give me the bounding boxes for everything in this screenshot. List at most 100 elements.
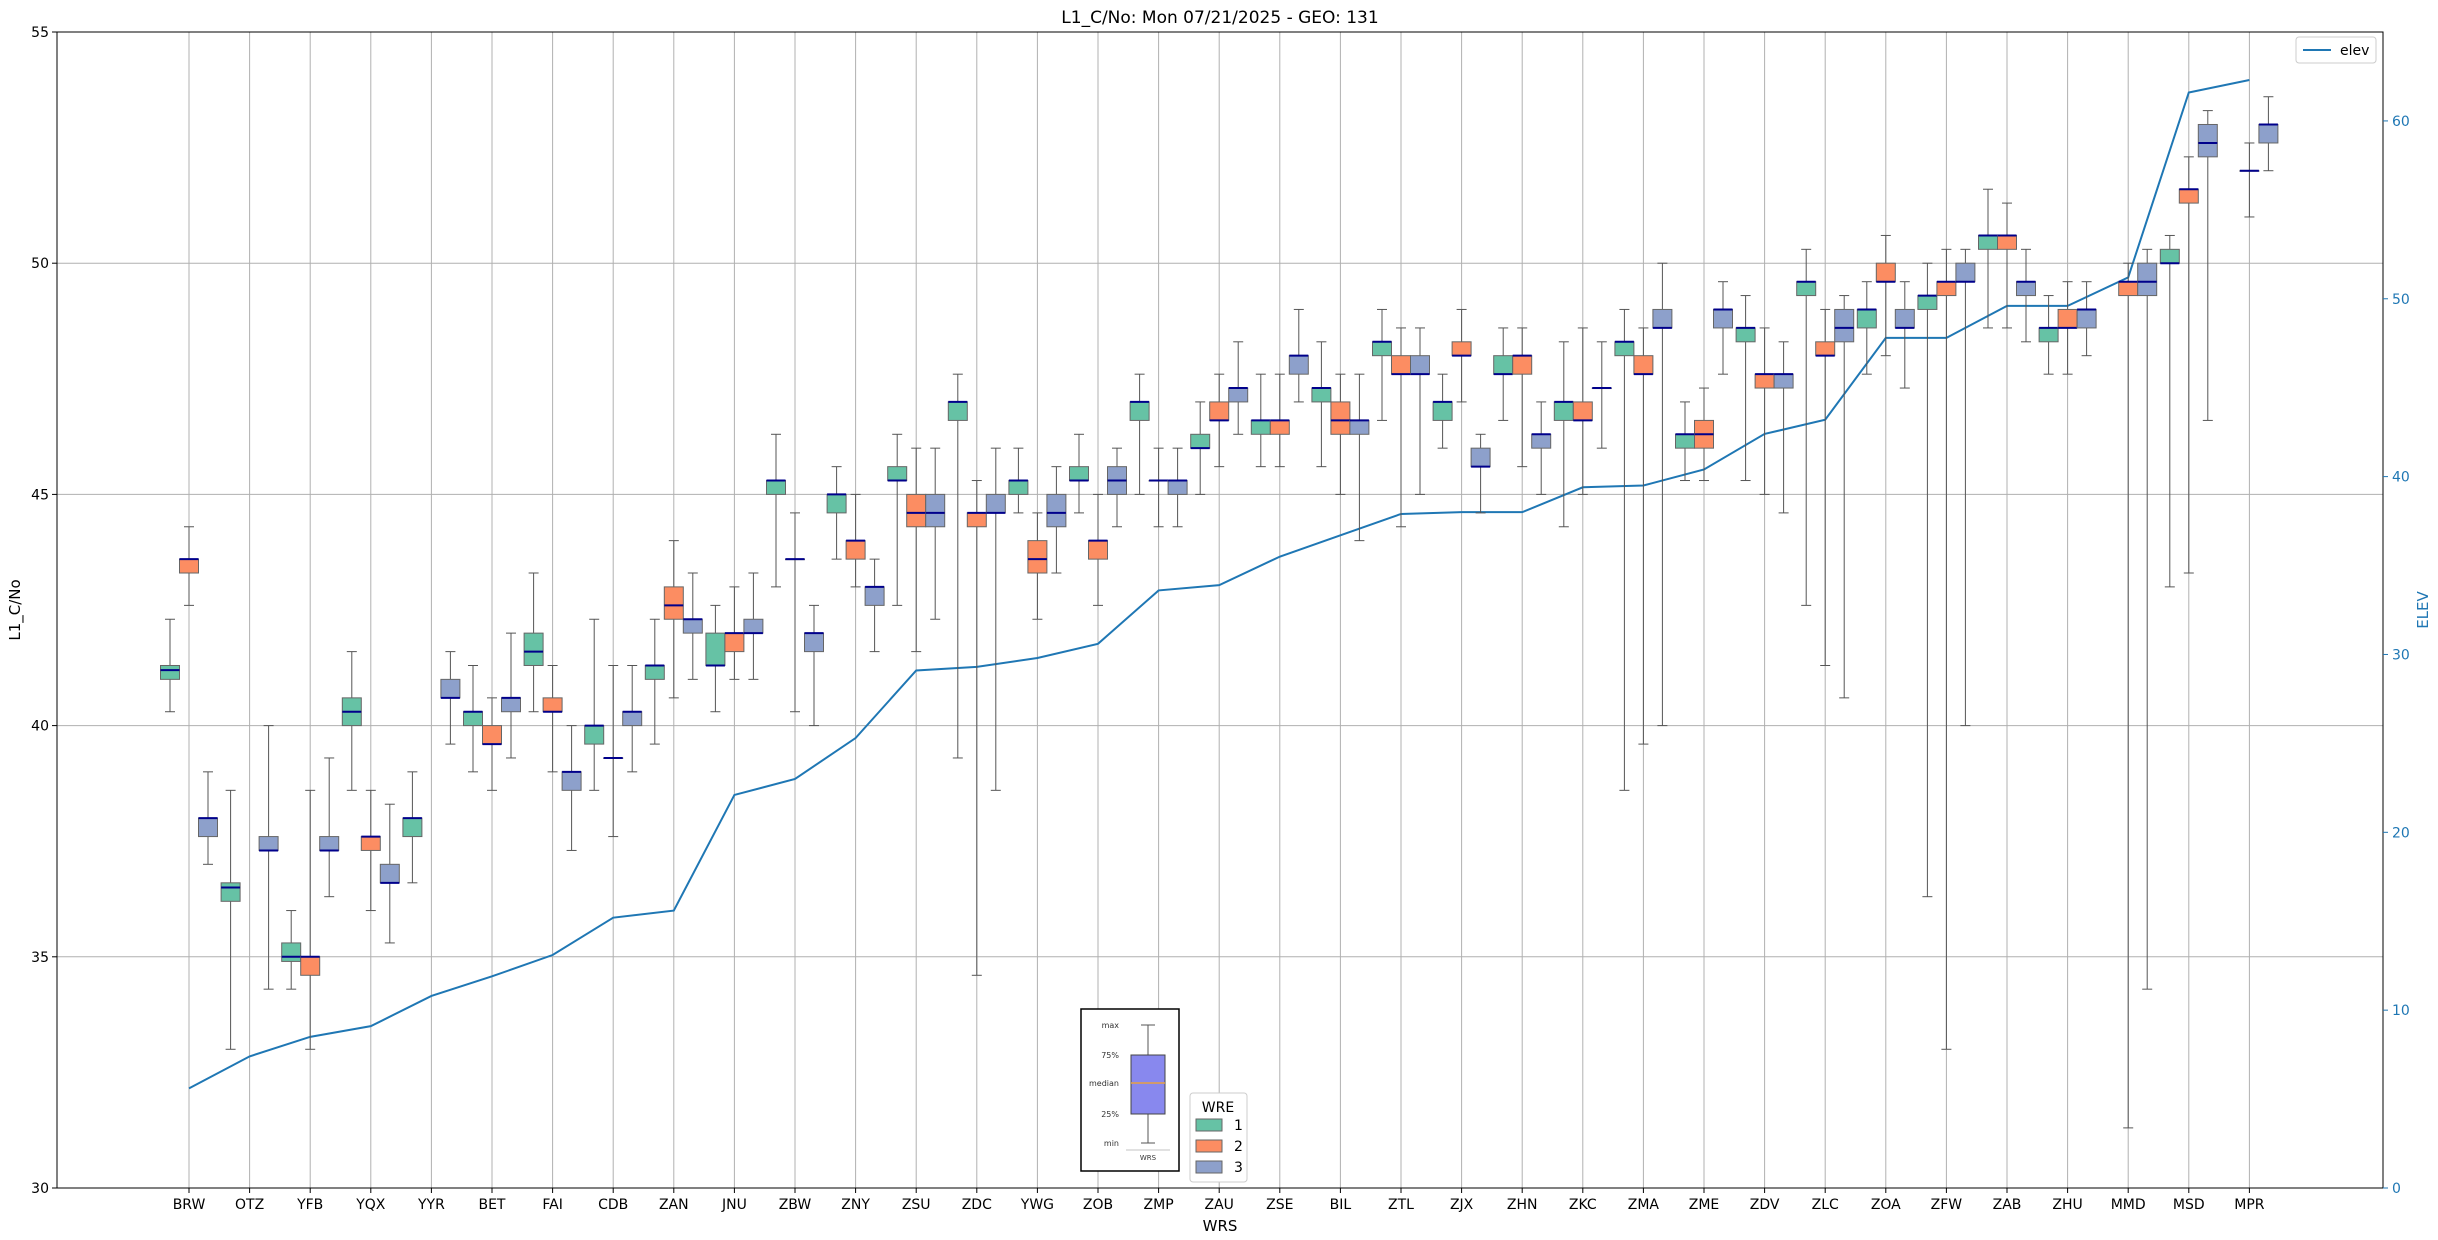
- box-iqr: [1773, 373, 1794, 389]
- x-tick-label: BET: [478, 1197, 505, 1213]
- box-iqr: [2057, 308, 2078, 329]
- y-tick-label: 30: [31, 1181, 49, 1197]
- box-otz-wre1: [220, 789, 241, 1050]
- box-iqr: [1652, 308, 1673, 329]
- box-iqr: [501, 697, 521, 713]
- box-zjx-wre3: [1470, 433, 1491, 514]
- box-zfw-wre2: [1936, 248, 1957, 1050]
- box-iqr: [1228, 387, 1249, 403]
- x-tick-label: ZHU: [2052, 1197, 2082, 1213]
- box-iqr: [804, 632, 824, 653]
- x-tick-label: BRW: [173, 1197, 206, 1213]
- box-zny-wre3: [864, 558, 885, 653]
- x-tick-label: YQX: [355, 1197, 386, 1213]
- box-iqr: [1735, 327, 1756, 343]
- box-otz-wre3: [258, 725, 279, 990]
- box-iqr: [1391, 355, 1411, 375]
- box-zse-wre1: [1250, 373, 1271, 468]
- y2-tick-label: 60: [2392, 114, 2410, 130]
- wre-legend-frame: [1189, 1092, 1248, 1183]
- box-bet-wre2: [482, 697, 502, 791]
- box-iqr: [1875, 262, 1896, 283]
- box-iqr: [1978, 234, 1998, 250]
- x-tick-label: ZKC: [1569, 1197, 1597, 1213]
- box-iqr: [1856, 308, 1877, 329]
- box-iqr: [906, 493, 927, 528]
- box-legend-label: median: [1089, 1079, 1119, 1088]
- box-zkc-wre3: [1591, 341, 1612, 449]
- box-jnu-wre3: [743, 572, 764, 680]
- x-tick-label: MPR: [2234, 1197, 2265, 1213]
- box-iqr: [1209, 401, 1230, 421]
- box-zmp-wre1: [1129, 373, 1150, 495]
- x-tick-label: OTZ: [235, 1197, 264, 1213]
- box-yyr-wre3: [440, 651, 461, 745]
- y2-tick-label: 20: [2392, 825, 2410, 841]
- box-iqr: [1410, 355, 1430, 375]
- box-fai-wre3: [561, 725, 582, 851]
- box-iqr: [1069, 466, 1089, 482]
- box-zoa-wre3: [1894, 281, 1915, 389]
- x-tick-label: ZAN: [659, 1197, 689, 1213]
- box-zma-wre2: [1633, 327, 1654, 745]
- box-bil-wre3: [1349, 373, 1370, 542]
- box-iqr: [1917, 295, 1938, 310]
- box-zab-wre3: [2016, 248, 2036, 343]
- box-iqr: [966, 512, 987, 528]
- box-iqr: [705, 632, 726, 666]
- box-iqr: [925, 493, 946, 528]
- box-series: [160, 96, 2279, 1129]
- wre-legend-label-3: 3: [1234, 1160, 1243, 1176]
- axes: [56, 31, 2384, 1189]
- box-iqr: [179, 558, 199, 574]
- box-zob-wre2: [1088, 493, 1108, 606]
- box-zan-wre1: [644, 618, 665, 745]
- box-iqr: [1815, 341, 1836, 357]
- box-iqr: [2038, 327, 2059, 343]
- box-zhu-wre1: [2038, 295, 2059, 375]
- box-iqr: [1493, 355, 1514, 375]
- box-iqr: [985, 493, 1006, 514]
- y-tick-label: 45: [31, 487, 49, 503]
- wre-legend-swatch-2: [1195, 1139, 1223, 1153]
- box-iqr: [724, 632, 745, 653]
- box-mmd-wre3: [2137, 248, 2158, 990]
- box-zdc-wre3: [985, 447, 1006, 791]
- x-tick-label: JNU: [721, 1197, 747, 1213]
- box-zjx-wre2: [1451, 308, 1472, 403]
- y-axis-label: L1_C/No: [6, 579, 25, 640]
- box-iqr: [1269, 419, 1290, 435]
- box-zmp-wre3: [1167, 447, 1188, 528]
- box-bil-wre2: [1330, 373, 1351, 495]
- box-iqr: [1936, 281, 1957, 297]
- y-tick-label: 35: [31, 950, 49, 966]
- plot-frame: [56, 31, 2384, 1189]
- box-zob-wre1: [1069, 433, 1089, 514]
- box-zau-wre3: [1228, 341, 1249, 435]
- box-iqr: [523, 632, 544, 666]
- box-mpr-wre3: [2258, 96, 2279, 172]
- box-zhn-wre1: [1493, 327, 1514, 421]
- grid: [57, 31, 2383, 1189]
- wre-legend-swatch-1: [1195, 1118, 1223, 1132]
- y2-axis-label: ELEV: [2414, 590, 2432, 628]
- box-zfw-wre3: [1955, 248, 1976, 727]
- box-zse-wre2: [1269, 373, 1290, 468]
- box-zoa-wre2: [1875, 234, 1896, 357]
- box-msd-wre3: [2197, 110, 2218, 421]
- box-iqr: [2159, 248, 2180, 264]
- box-jnu-wre1: [705, 604, 726, 713]
- box-iqr: [2258, 123, 2279, 144]
- box-zsu-wre3: [925, 447, 946, 620]
- box-ztl-wre3: [1410, 327, 1430, 495]
- x-tick-label: ZAU: [1204, 1197, 1233, 1213]
- box-explainer-legend: max 75% median 25% min WRS: [1080, 1008, 1180, 1172]
- box-zbw-wre3: [804, 604, 824, 727]
- elev-legend-frame: [2295, 36, 2377, 64]
- box-zkc-wre1: [1553, 341, 1574, 528]
- box-iqr: [1250, 419, 1271, 435]
- box-iqr: [1531, 433, 1552, 449]
- x-tick-label: ZTL: [1388, 1197, 1414, 1213]
